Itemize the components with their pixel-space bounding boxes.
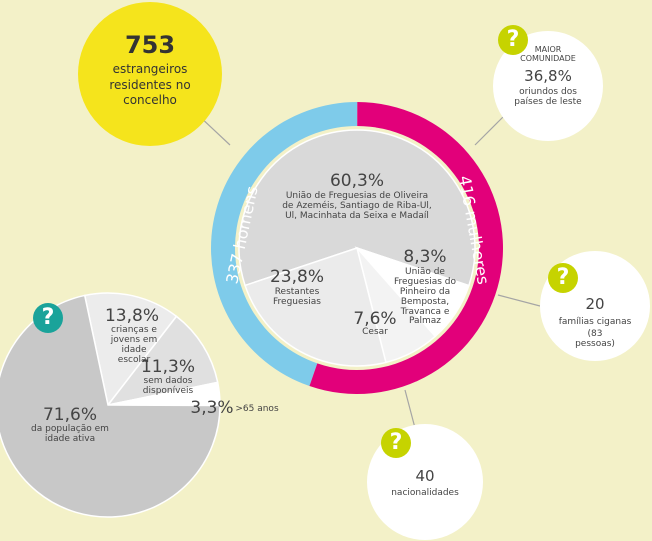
total-bubble [78,2,222,146]
value-label: 60,3% [329,171,385,191]
category-label: >65 anos [235,404,279,414]
total-text: estrangeiros residentes no concelho [109,62,191,108]
badge: ? [548,263,578,293]
value-label: 11,3% [140,357,196,377]
connector [404,389,416,429]
gypsy-value: 20 [585,295,605,313]
pie-slice [106,315,219,407]
pie-slice [244,247,387,367]
category-label: da população em idade ativa [31,424,109,444]
marks [0,102,503,518]
gypsy-text: famílias ciganas [558,317,632,327]
community-bubble [493,31,603,141]
pie-slice [83,292,178,407]
connector [497,294,541,307]
pie-slice [0,294,221,518]
nationalities-value: 40 [415,467,435,485]
value-label: 8,3% [403,247,447,267]
category-label: União de Freguesias de Oliveira de Azemé… [282,191,432,221]
nationalities-text: nacionalidades [391,488,459,498]
donut-segment [211,102,358,387]
community-heading: MAIOR COMUNIDADE [520,45,576,63]
value-label: 13,8% [104,306,160,326]
value-label: 23,8% [269,267,325,287]
gypsy-note: (83 pessoas) [575,329,615,349]
pie-slice [238,129,476,287]
total-value: 753 [124,31,176,59]
badge: ? [381,428,411,458]
category-label: Cesar [362,327,388,337]
value-label: 71,6% [42,405,98,425]
community-text: oriundos dos países de leste [514,87,582,107]
badge: ? [498,25,528,55]
value-label: 3,3% [190,398,234,418]
connector [474,114,506,146]
category-label: União de Freguesias do Pinheiro da Bempo… [394,267,456,327]
category-label: crianças e jovens em idade escolar [110,325,158,365]
category-label: sem dados disponíveis [142,376,194,396]
community-value: 36,8% [524,67,572,85]
badge: ? [33,303,63,333]
category-label: Restantes Freguesias [273,287,321,307]
value-label: 7,6% [353,309,397,329]
